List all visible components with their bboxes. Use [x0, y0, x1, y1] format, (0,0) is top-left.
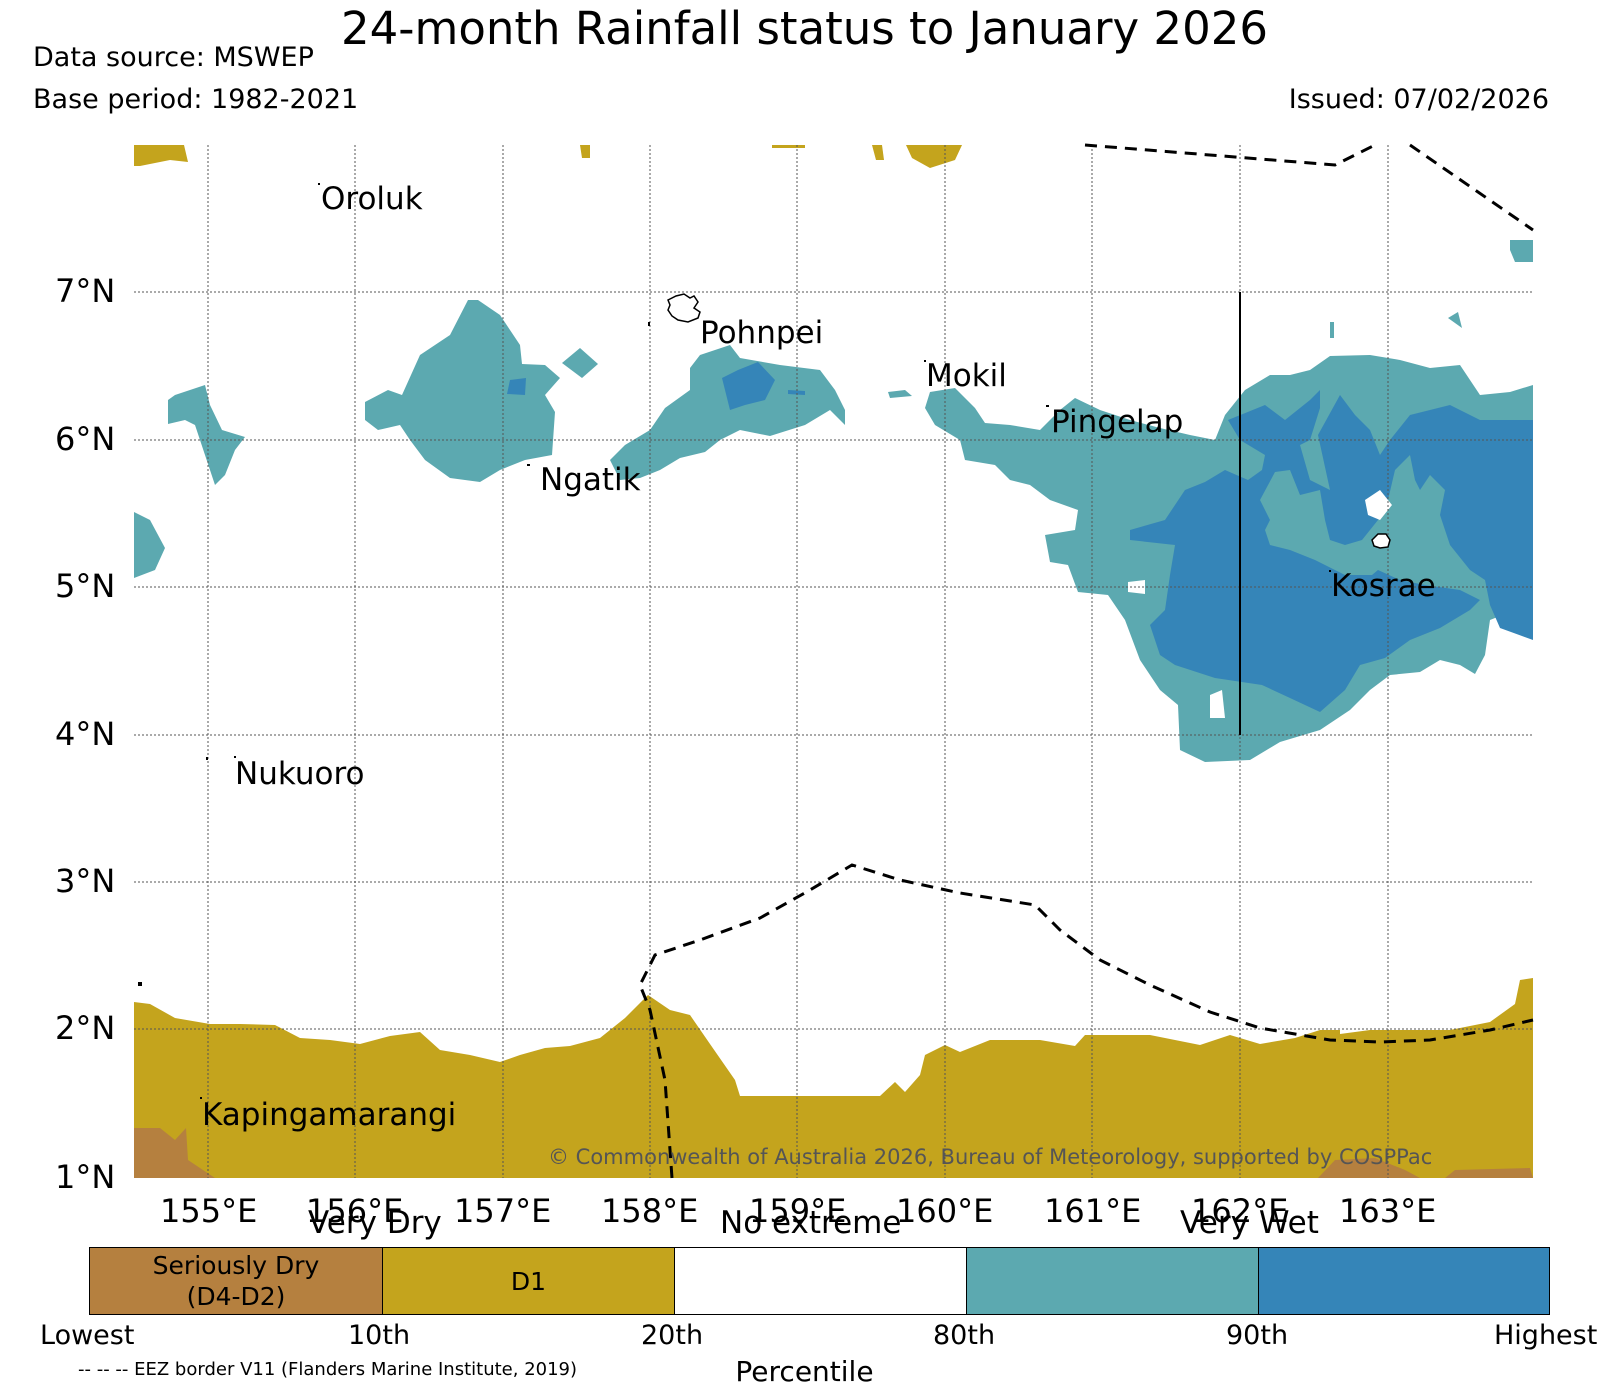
percentile-axis-label: Percentile — [735, 1355, 874, 1388]
no-extreme-gap — [1365, 490, 1392, 520]
legend-box-highest-wet — [1258, 1247, 1550, 1315]
seriously-dry-region — [1445, 1168, 1533, 1178]
kosrae-island-icon — [1371, 533, 1391, 549]
data-source-text: Data source: MSWEP — [33, 42, 314, 73]
dry-d1-region — [872, 145, 884, 160]
legend-box-no-extreme — [674, 1247, 966, 1315]
percentile-label-highest: Highest — [1494, 1320, 1598, 1351]
lon-label-163e: 163°E — [1339, 1192, 1437, 1230]
place-label-pohnpei: Pohnpei — [700, 315, 824, 351]
dry-d1-region — [134, 145, 188, 166]
legend-box-seriously-dry: Seriously Dry (D4-D2) — [89, 1247, 382, 1315]
dry-d1-region — [906, 145, 962, 168]
dry-d1-region — [580, 145, 590, 158]
percentile-label-10th: 10th — [348, 1320, 411, 1351]
lon-label-157e: 157°E — [454, 1192, 552, 1230]
lon-label-161e: 161°E — [1044, 1192, 1142, 1230]
legend-category-very-wet: Very Wet — [1180, 1205, 1319, 1241]
dry-d1-region — [772, 145, 805, 148]
very-wet-region — [610, 345, 845, 480]
highest-wet-region — [1130, 390, 1533, 712]
highest-wet-region — [788, 390, 805, 395]
lat-label-3n: 3°N — [55, 862, 116, 900]
legend-box-d1: D1 — [382, 1247, 674, 1315]
dry-d1-region — [134, 978, 1533, 1178]
legend-label-seriously-dry: Seriously Dry (D4-D2) — [152, 1251, 320, 1311]
lat-label-5n: 5°N — [55, 567, 116, 605]
map-title: 24-month Rainfall status to January 2026 — [341, 2, 1268, 55]
very-wet-region — [168, 385, 245, 485]
lat-label-1n: 1°N — [55, 1158, 116, 1196]
issued-date-text: Issued: 07/02/2026 — [1288, 84, 1549, 115]
very-wet-region — [365, 300, 560, 482]
lon-label-155e: 155°E — [160, 1192, 258, 1230]
highest-wet-region — [507, 378, 526, 395]
lat-label-4n: 4°N — [55, 715, 116, 753]
legend-box-very-wet — [966, 1247, 1258, 1315]
lat-label-7n: 7°N — [55, 272, 116, 310]
place-label-kosrae: Kosrae — [1331, 568, 1436, 604]
graticule — [134, 145, 1533, 1178]
pohnpei-island-icon — [667, 293, 701, 323]
very-wet-region — [888, 390, 912, 398]
place-label-ngatik: Ngatik — [540, 462, 641, 498]
percentile-label-90th: 90th — [1226, 1320, 1289, 1351]
copyright-text: © Commonwealth of Australia 2026, Bureau… — [548, 1145, 1433, 1169]
lon-label-159e: 159°E — [749, 1192, 847, 1230]
atoll-markers — [138, 183, 1331, 1099]
lon-label-160e: 160°E — [896, 1192, 994, 1230]
eez-border-note: -- -- -- EEZ border V11 (Flanders Marine… — [78, 1359, 578, 1380]
very-wet-region — [562, 348, 598, 378]
legend-label-d1: D1 — [510, 1267, 547, 1296]
place-label-mokil: Mokil — [926, 358, 1007, 394]
percentile-label-lowest: Lowest — [40, 1320, 135, 1351]
no-extreme-gap — [1210, 690, 1225, 718]
lat-label-6n: 6°N — [55, 420, 116, 458]
percentile-label-20th: 20th — [641, 1320, 704, 1351]
legend-category-very-dry: Very Dry — [308, 1205, 442, 1241]
eez-border — [638, 143, 1534, 1179]
very-wet-region — [134, 512, 165, 578]
very-wet-region — [1510, 240, 1533, 262]
very-wet-region — [1330, 322, 1334, 338]
percentile-label-80th: 80th — [933, 1320, 996, 1351]
seriously-dry-region — [134, 1128, 215, 1178]
place-label-kapingamarangi: Kapingamarangi — [202, 1097, 457, 1133]
lon-label-162e: 162°E — [1191, 1192, 1289, 1230]
place-label-pingelap: Pingelap — [1051, 404, 1184, 440]
legend-category-no-extreme: No extreme — [720, 1205, 902, 1241]
place-label-nukuoro: Nukuoro — [235, 756, 365, 792]
place-label-oroluk: Oroluk — [321, 181, 423, 217]
lon-label-158e: 158°E — [601, 1192, 699, 1230]
lon-label-156e: 156°E — [306, 1192, 404, 1230]
highest-wet-region — [722, 362, 775, 410]
lat-label-2n: 2°N — [55, 1009, 116, 1047]
no-extreme-gap — [1128, 580, 1145, 594]
very-wet-region — [1448, 312, 1462, 328]
seriously-dry-region — [1318, 1158, 1420, 1178]
base-period-text: Base period: 1982-2021 — [33, 84, 359, 115]
